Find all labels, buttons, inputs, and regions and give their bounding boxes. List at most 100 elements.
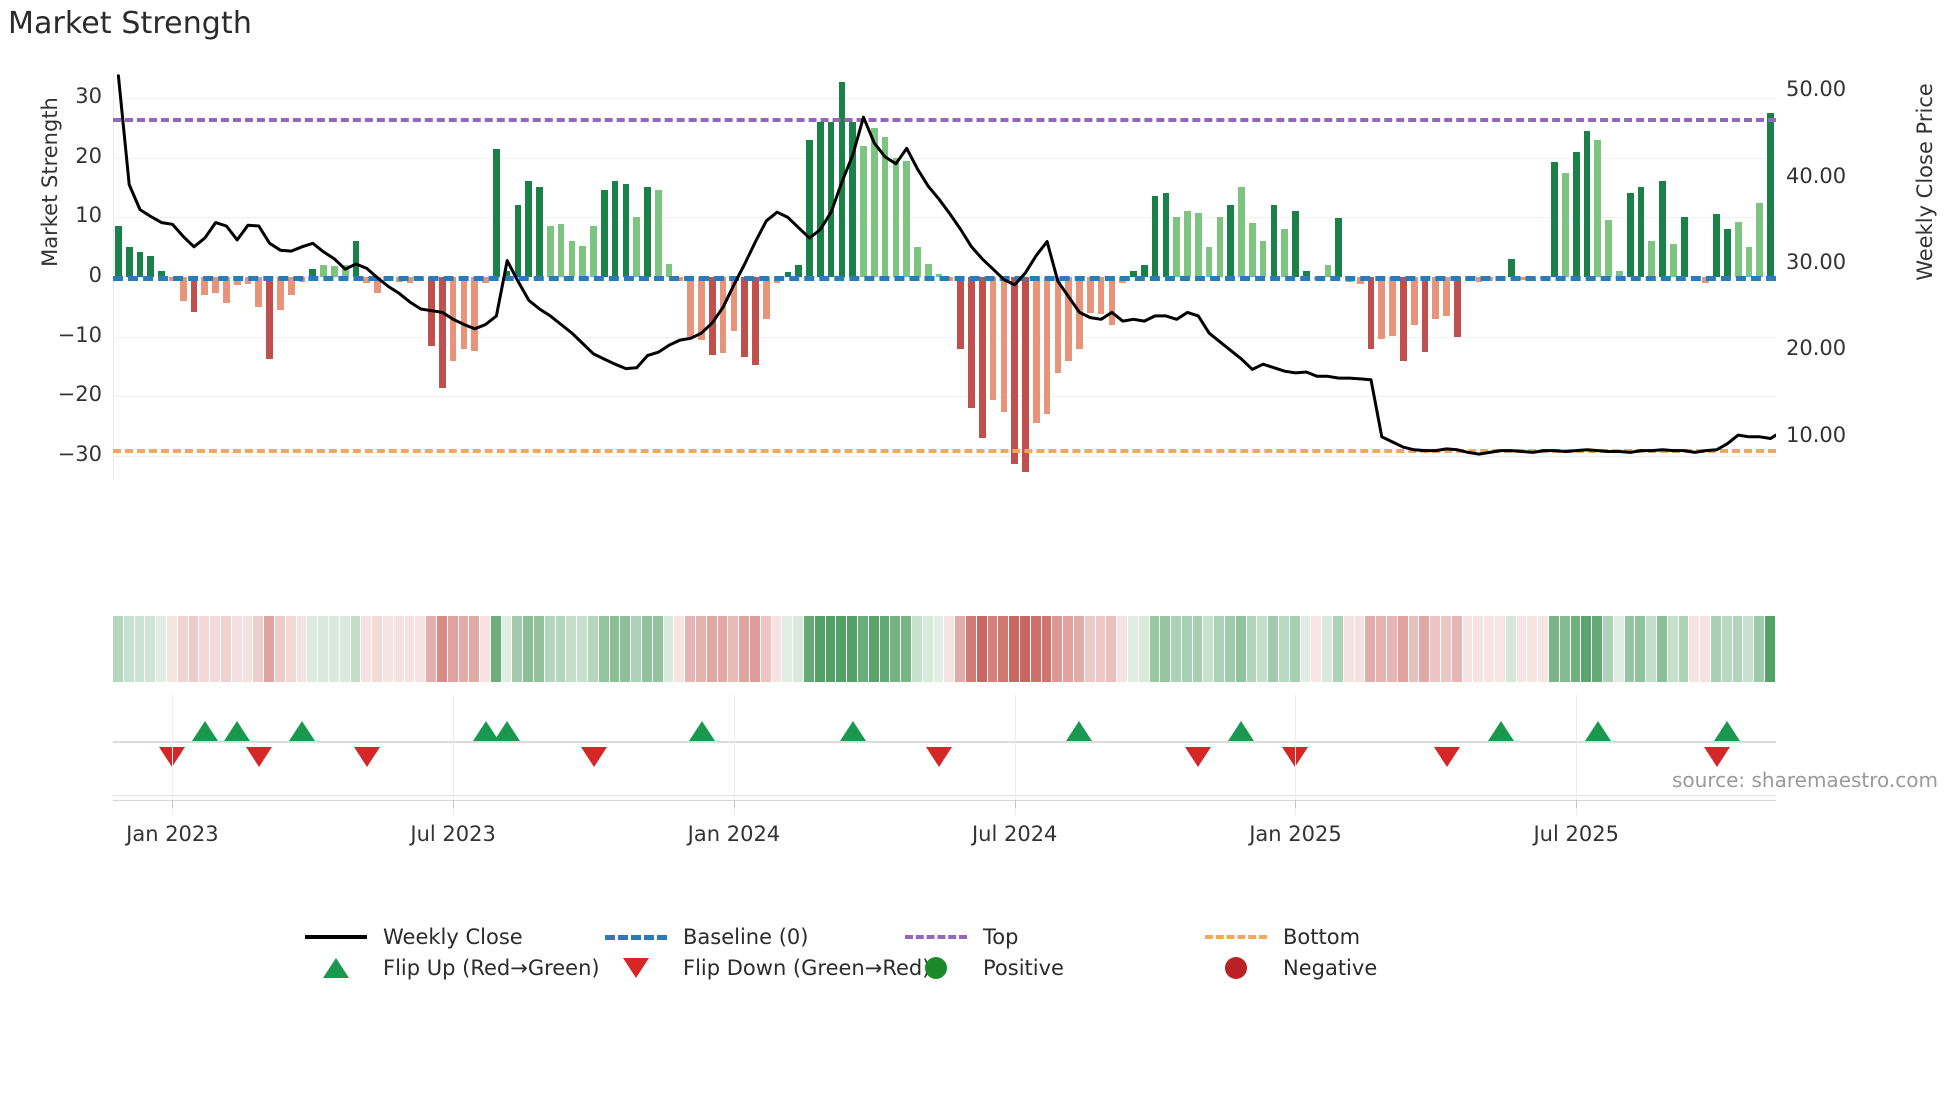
heat-cell <box>1041 616 1052 682</box>
right-tick-label: 50.00 <box>1786 77 1847 102</box>
strength-bar <box>1238 187 1245 277</box>
heat-cell <box>1667 616 1678 682</box>
flip-up-marker <box>288 721 315 741</box>
heat-cell <box>998 616 1009 682</box>
legend-item[interactable]: Positive <box>903 956 1064 980</box>
strength-bar <box>1130 271 1137 277</box>
gridline <box>113 157 1776 159</box>
legend-item[interactable]: Flip Up (Red→Green) <box>303 956 600 980</box>
flip-up-marker <box>1066 721 1093 741</box>
strength-bar <box>633 217 641 277</box>
legend-item[interactable]: Weekly Close <box>303 925 523 949</box>
heat-cell <box>1635 616 1646 682</box>
left-tick-label: −30 <box>57 442 102 467</box>
flip-down-marker <box>1703 747 1730 767</box>
strength-bar <box>1551 162 1558 277</box>
heat-cell <box>890 616 901 682</box>
x-tick-label: Jul 2023 <box>410 822 496 846</box>
legend-item[interactable]: Flip Down (Green→Red) <box>603 956 930 980</box>
legend-item[interactable]: Top <box>903 925 1018 949</box>
strength-bar <box>212 277 219 293</box>
strength-bar <box>1637 187 1645 277</box>
heat-cell <box>1602 616 1613 682</box>
strength-bar <box>1626 193 1634 277</box>
heat-cell <box>598 616 609 682</box>
strength-bar <box>1443 277 1450 317</box>
strength-bar <box>978 277 986 439</box>
strength-bar <box>1734 222 1742 277</box>
legend-item[interactable]: Negative <box>1203 956 1377 980</box>
strength-bar <box>741 277 749 357</box>
x-tick-mark <box>733 800 735 808</box>
heat-cell <box>447 616 458 682</box>
heat-cell <box>231 616 242 682</box>
heat-cell <box>674 616 685 682</box>
heat-cell <box>652 616 663 682</box>
strength-bar <box>1432 277 1440 319</box>
heat-cell <box>426 616 436 682</box>
x-tick-mark <box>1295 800 1297 808</box>
strength-bar <box>1011 277 1019 465</box>
heat-cell <box>955 616 965 682</box>
heat-cell <box>911 616 922 682</box>
strength-bar <box>957 277 965 349</box>
strength-bar <box>611 181 619 277</box>
dotted-line-purple-icon <box>903 925 969 949</box>
heat-cell <box>965 616 976 682</box>
strength-bar <box>1184 211 1191 277</box>
strength-bar <box>784 272 792 277</box>
strength-bar <box>1745 247 1753 277</box>
reference-line-baseline-0 <box>113 276 1776 281</box>
legend-label: Top <box>983 925 1019 949</box>
heat-cell <box>1300 616 1311 682</box>
solid-line-black-icon <box>303 925 369 949</box>
solid-line-black-shape <box>305 935 367 939</box>
heat-cell <box>156 616 166 682</box>
strength-bar <box>924 263 932 277</box>
heat-cell <box>1624 616 1635 682</box>
heat-cell <box>1592 616 1602 682</box>
strength-bar <box>654 190 662 277</box>
heat-cell <box>1354 616 1365 682</box>
strength-bar <box>1389 277 1396 336</box>
strength-bar <box>190 277 198 312</box>
heat-cell <box>177 616 188 682</box>
legend-item[interactable]: Bottom <box>1203 925 1360 949</box>
heat-cell <box>577 616 588 682</box>
strength-bar <box>687 277 695 337</box>
strength-bar <box>1248 223 1256 277</box>
heat-cell <box>361 616 372 682</box>
legend-item[interactable]: Baseline (0) <box>603 925 808 949</box>
strength-bar <box>309 269 317 277</box>
strength-bar <box>493 148 500 277</box>
x-tick-mark <box>453 800 455 808</box>
flip-band-vertical-tick <box>1014 695 1016 815</box>
strength-bar <box>935 274 943 277</box>
heat-cell <box>1376 616 1387 682</box>
left-tick-label: 20 <box>75 143 102 168</box>
heat-cell <box>1009 616 1019 682</box>
heat-cell <box>220 616 231 682</box>
strength-bar <box>881 136 889 277</box>
flip-marker-band <box>113 695 1776 815</box>
heat-cell <box>1430 616 1441 682</box>
heat-cell <box>1646 616 1656 682</box>
heat-cell <box>631 616 642 682</box>
flip-band-baseline <box>113 795 1776 796</box>
heat-cell <box>620 616 631 682</box>
strength-bar <box>233 277 241 286</box>
triangle-down-red-icon <box>603 956 669 980</box>
heat-cell <box>793 616 803 682</box>
heat-cell <box>1225 616 1235 682</box>
flip-down-marker <box>353 747 380 767</box>
dashed-line-blue-shape <box>605 934 667 940</box>
flip-down-marker <box>1185 747 1212 767</box>
strength-bar <box>125 247 133 277</box>
strength-bar <box>719 277 727 354</box>
strength-bar <box>870 127 878 277</box>
heat-cell <box>1084 616 1095 682</box>
strength-bar <box>136 251 144 277</box>
strength-bar <box>1583 131 1591 277</box>
strength-bar <box>147 255 155 277</box>
flip-band-axis <box>113 741 1776 743</box>
